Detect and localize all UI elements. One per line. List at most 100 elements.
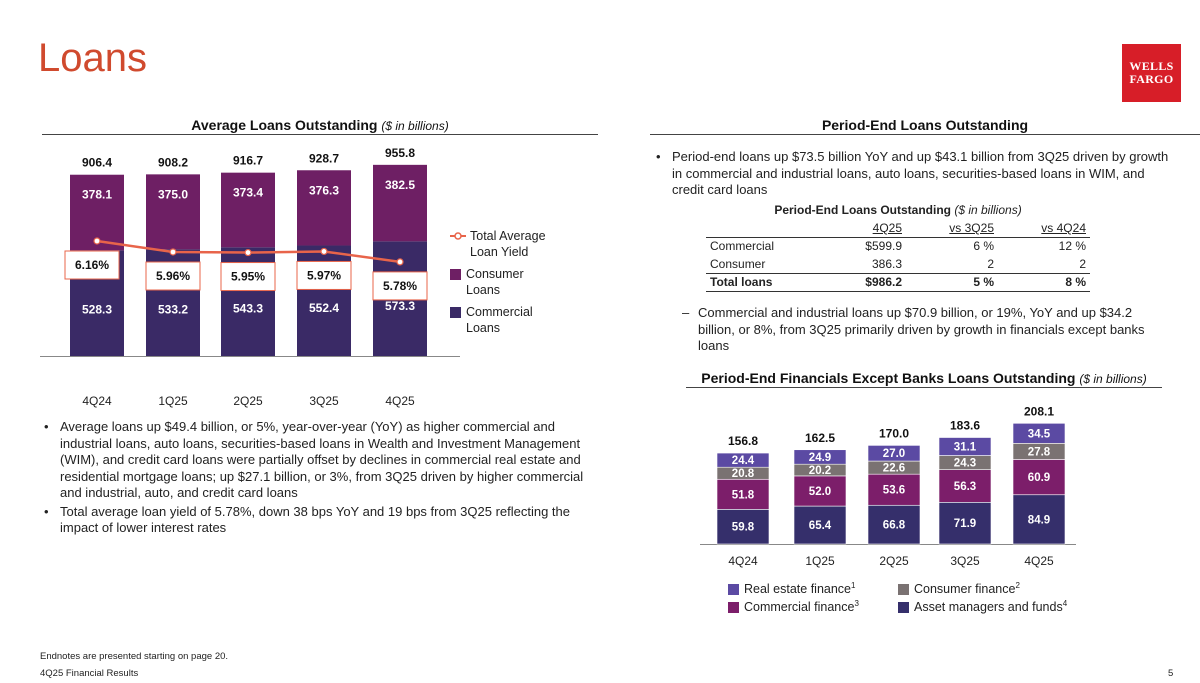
table-cell: Commercial [710,239,775,254]
fin-chart-title-rule [686,387,1162,388]
bar-asset-managers-and-funds [793,505,847,545]
bar-value-label: 24.9 [809,452,831,464]
yield-point [169,248,177,256]
bar-value-label: 51.8 [732,489,755,501]
legend-consumer-finance-swatch [898,584,909,596]
table-cell: 12 % [1058,239,1086,254]
bar-value-label: 84.9 [1028,514,1050,526]
period-end-bullets: Period-end loans up $73.5 billion YoY an… [652,149,1172,199]
avg-loans-chart-title: Average Loans Outstanding ($ in billions… [42,117,598,133]
avg-loans-title-rule [42,134,598,135]
bar-value-label: 52.0 [809,486,831,498]
x-tick-label: 4Q24 [728,554,758,568]
yield-label-box [220,262,276,292]
footer-doc-name: 4Q25 Financial Results [40,668,139,679]
bar-asset-managers-and-funds [716,509,770,545]
avg-loans-legend: Total Average Loan Yield Consumer Loans … [450,228,590,336]
bar-value-label: 533.2 [158,302,188,316]
bar-real-estate-finance [793,449,847,465]
period-end-sub-bullets: Commercial and industrial loans up $70.9… [672,305,1172,355]
fin-except-banks-chart: 59.851.820.824.4156.84Q2465.452.020.224.… [700,404,1076,568]
legend-consumer-label: Consumer Loans [466,267,524,297]
bar-value-label: 24.4 [732,455,755,467]
logo-line1: WELLS [1129,59,1174,73]
yield-label: 5.95% [231,270,265,284]
fin-chart-title-text: Period-End Financials Except Banks Loans… [701,370,1076,386]
yield-label: 5.96% [156,269,190,283]
bar-commercial-finance [716,478,770,510]
yield-label: 6.16% [75,258,109,272]
x-tick-label: 4Q25 [385,394,415,408]
bar-asset-managers-and-funds [867,504,921,545]
bar-value-label: 24.3 [954,458,976,470]
legend-commercial: Commercial Loans [450,304,590,336]
bar-real-estate-finance [716,452,770,468]
table-cell: Consumer [710,256,766,271]
avg-loans-chart: 528.3 378.1 906.4 4Q24 533.2 375.0 908.2 1Q25 54… [40,146,460,408]
legend-yield: Total Average Loan Yield [450,228,590,260]
bar-asset-managers-and-funds [1012,494,1066,545]
bar-consumer-loans [221,172,275,248]
table-cell: 6 % [973,239,994,254]
legend-consumer: Consumer Loans [450,266,590,298]
bar-commercial-finance [867,473,921,506]
table-header-blank [706,219,816,238]
yield-label-box [64,250,120,280]
bar-total-label: 955.8 [385,146,415,160]
x-tick-label: 1Q25 [805,554,835,568]
bar-value-label: 56.3 [954,481,976,493]
table-cell: 2 [1079,256,1086,271]
sub-bullet-cni: Commercial and industrial loans up $70.9… [672,305,1172,355]
table-cell: 5 % [906,272,998,292]
bar-real-estate-finance [938,437,992,456]
bar-value-label: 20.8 [732,468,755,480]
bar-consumer-loans [146,174,200,250]
x-tick-label: 4Q24 [82,394,112,408]
x-tick-label: 2Q25 [233,394,263,408]
bar-commercial-finance [938,469,992,503]
yield-label: 5.78% [383,279,417,293]
bar-value-label: 528.3 [82,303,112,317]
bar-value-label: 373.4 [233,186,263,200]
yield-label-box [145,261,201,291]
yield-point [93,237,101,245]
table-header-vs3q25: vs 3Q25 [906,219,998,238]
bar-real-estate-finance [867,445,921,462]
bullet-period-end: Period-end loans up $73.5 billion YoY an… [652,149,1172,199]
table-cell: 2 [987,256,994,271]
legend-commercial-finance-sup: 3 [854,599,859,608]
legend-commercial-finance-swatch [728,602,739,614]
bar-value-label: 375.0 [158,187,188,201]
yield-point [244,248,252,257]
bar-value-label: 66.8 [883,520,906,532]
fin-chart-units: ($ in billions) [1079,372,1147,386]
legend-commercial-finance: Commercial finance3 [728,596,859,615]
table-cell: 386.3 [871,256,902,271]
wells-fargo-logo: WELLS FARGO [1122,44,1181,102]
avg-loans-units: ($ in billions) [381,119,449,133]
table-total-row: Total loans $986.2 5 % 8 % [706,272,1090,292]
table-row: Commercial $599.9 6 % 12 % [706,237,1090,255]
bar-value-label: 22.6 [883,463,905,475]
legend-consumer-finance: Consumer finance2 [898,578,1020,597]
bar-value-label: 573.3 [385,299,415,313]
page-number: 5 [1168,668,1174,679]
avg-loans-title-text: Average Loans Outstanding [191,117,378,133]
bar-value-label: 60.9 [1028,472,1050,484]
yield-label: 5.97% [307,268,341,282]
bar-value-label: 543.3 [233,302,263,316]
table-title-text: Period-End Loans Outstanding [774,203,951,217]
fin-chart-legend: Real estate finance1 Consumer finance2 C… [728,578,1108,614]
legend-yield-marker-icon [450,232,466,240]
x-tick-label: 1Q25 [158,394,188,408]
legend-asset-managers-label: Asset managers and funds [914,600,1063,615]
bar-value-label: 71.9 [954,518,976,530]
bar-total-label: 916.7 [233,154,263,168]
avg-loans-bullets: Average loans up $49.4 billion, or 5%, y… [40,419,590,537]
bar-value-label: 378.1 [82,188,112,202]
table-header-row: 4Q25 vs 3Q25 vs 4Q24 [706,219,1090,238]
period-end-title-rule [650,134,1200,135]
period-end-table: 4Q25 vs 3Q25 vs 4Q24 Commercial $599.9 6… [706,219,1090,292]
bar-value-label: 53.6 [883,485,905,497]
legend-real-estate-sup: 1 [851,581,856,590]
